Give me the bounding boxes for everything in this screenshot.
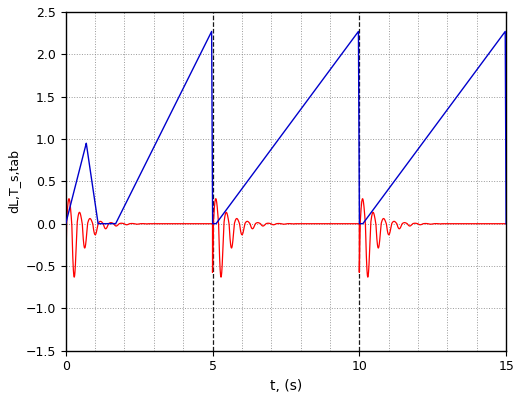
X-axis label: t, (s): t, (s) [270, 379, 302, 393]
Y-axis label: dL,T_s,tab: dL,T_s,tab [7, 149, 20, 213]
